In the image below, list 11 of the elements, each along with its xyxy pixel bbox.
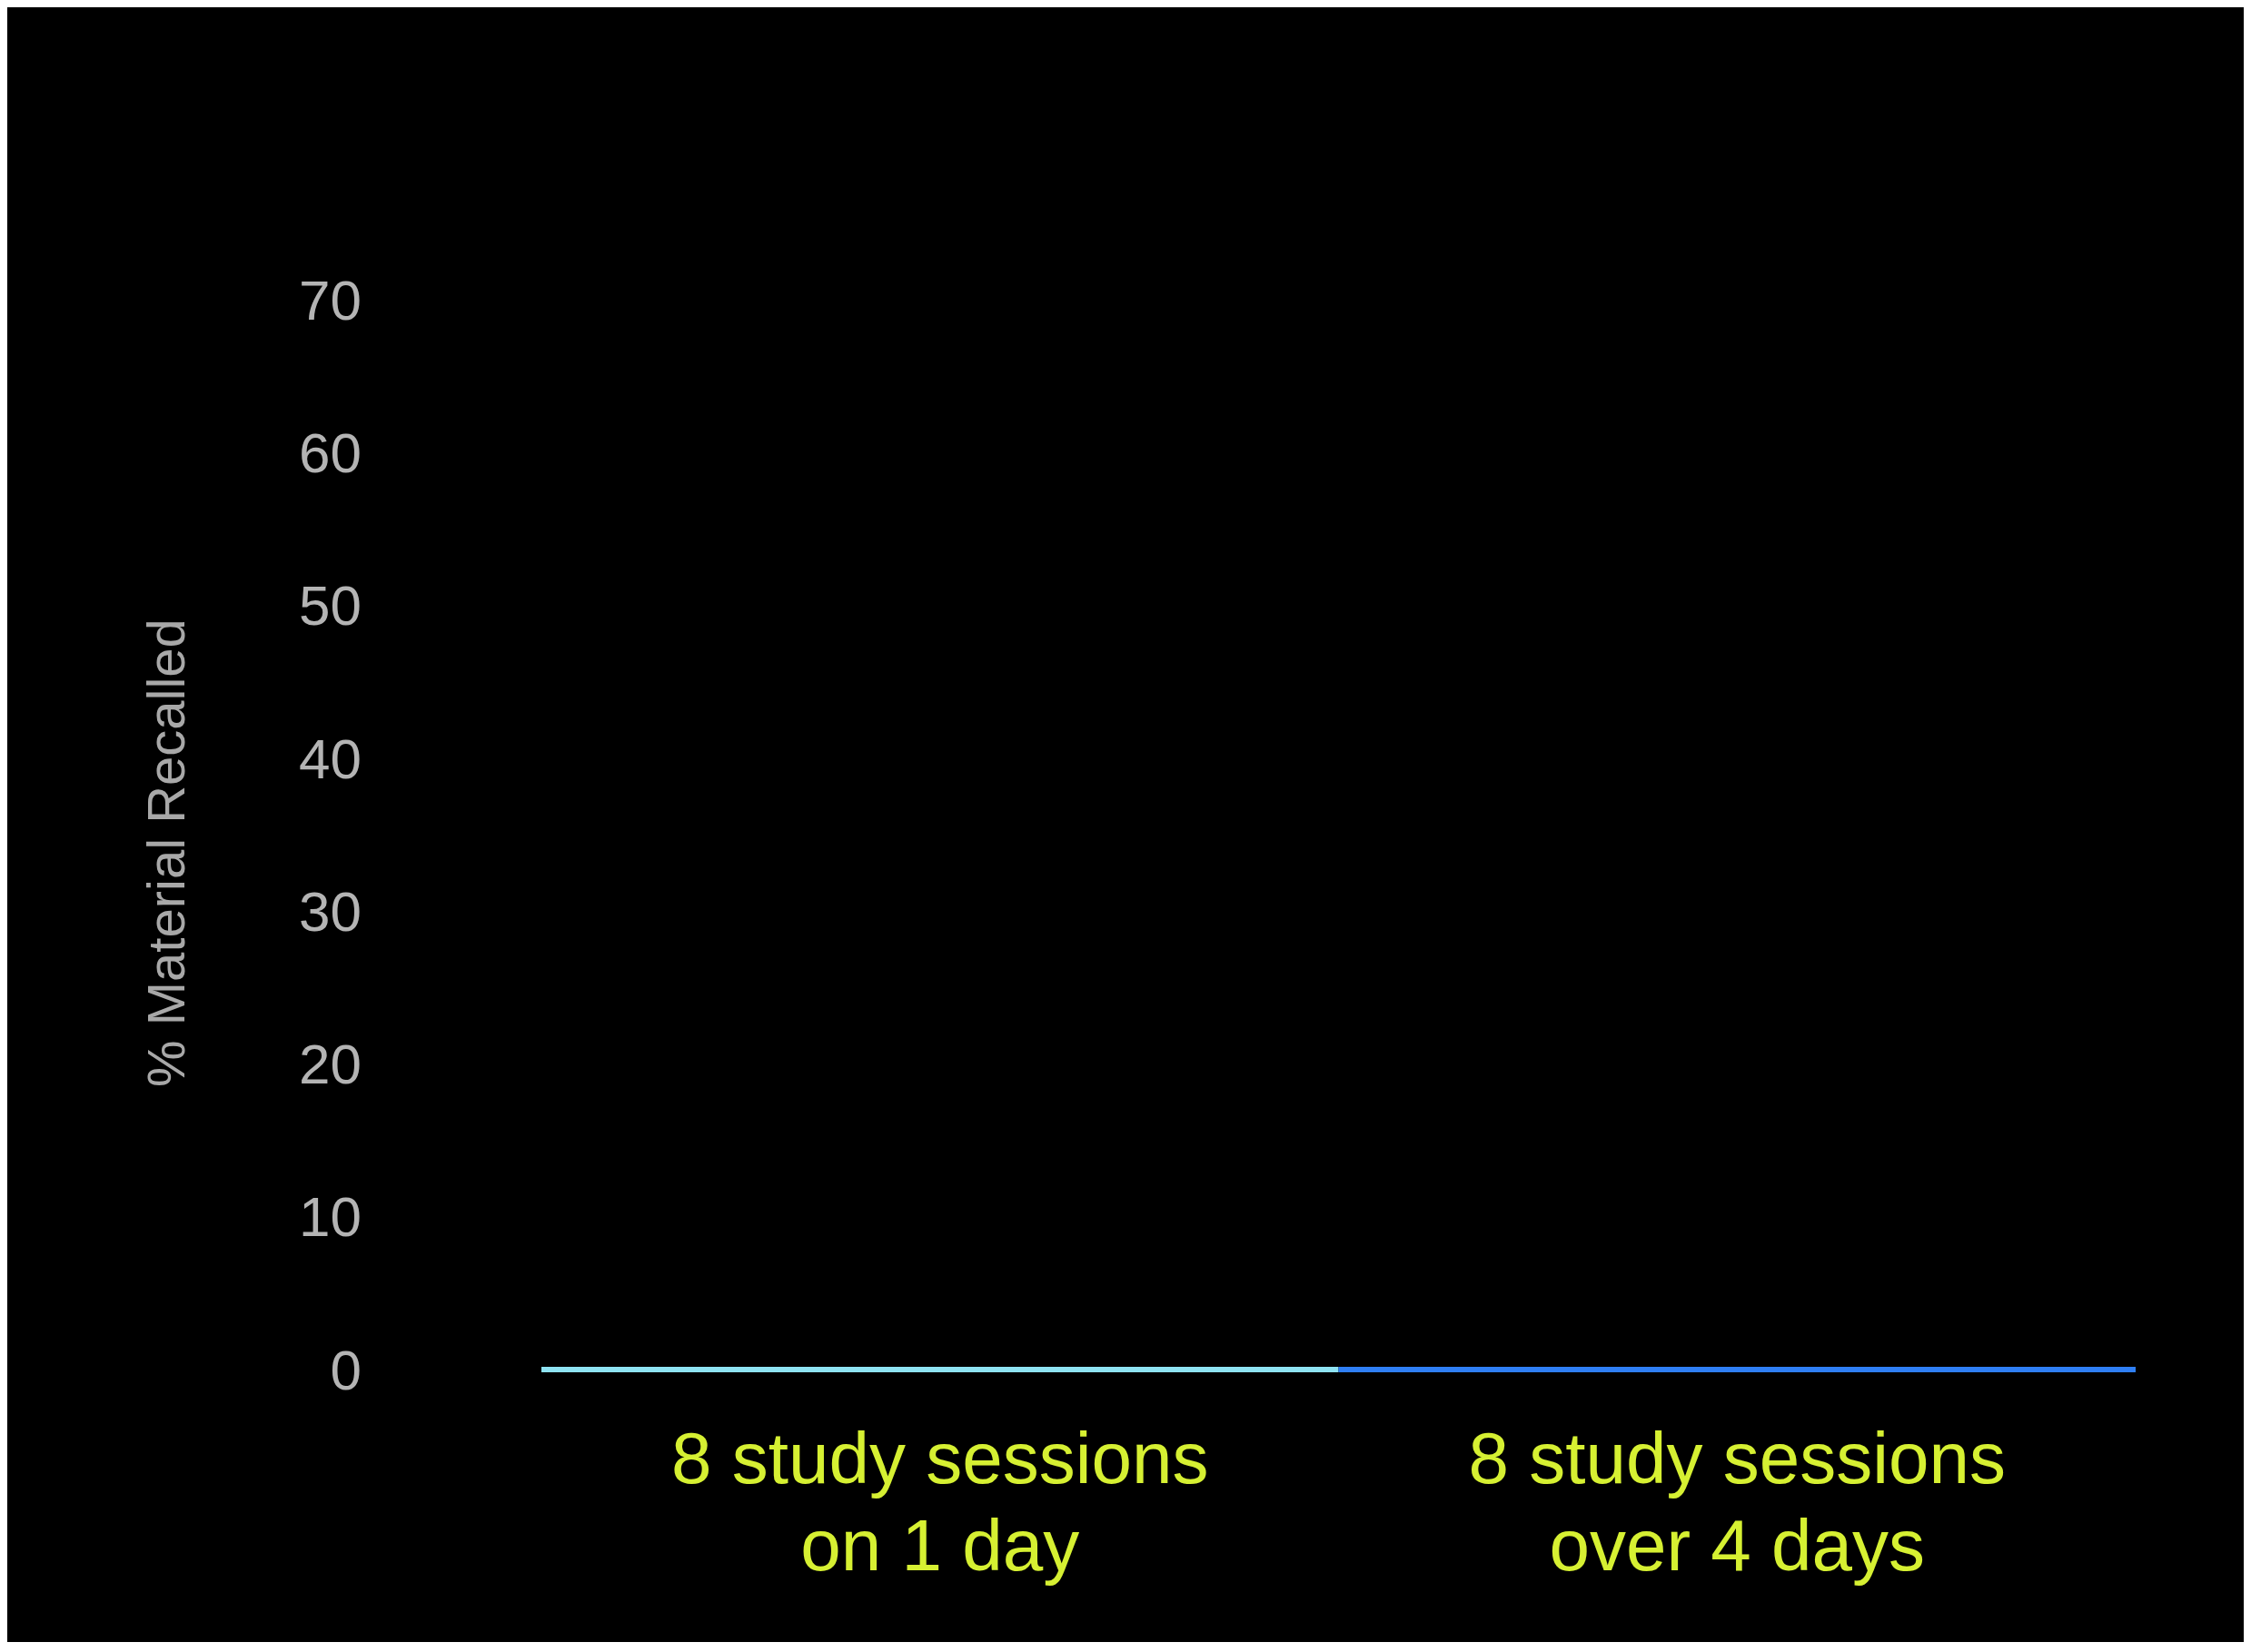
x-tick-label: 8 study sessions on 1 day [671,1418,1209,1586]
y-axis-title: % Material Recalled [136,618,195,1087]
y-tick-label: 30 [299,879,362,943]
y-tick-label: 20 [299,1033,362,1096]
x-tick-label: 8 study sessions over 4 days [1468,1418,2006,1586]
y-tick-label: 60 [299,420,362,484]
y-tick-label: 50 [299,574,362,638]
y-tick-label: 0 [330,1338,362,1401]
y-tick-label: 70 [299,268,362,331]
y-tick-label: 40 [299,727,362,790]
y-tick-label: 10 [299,1185,362,1249]
